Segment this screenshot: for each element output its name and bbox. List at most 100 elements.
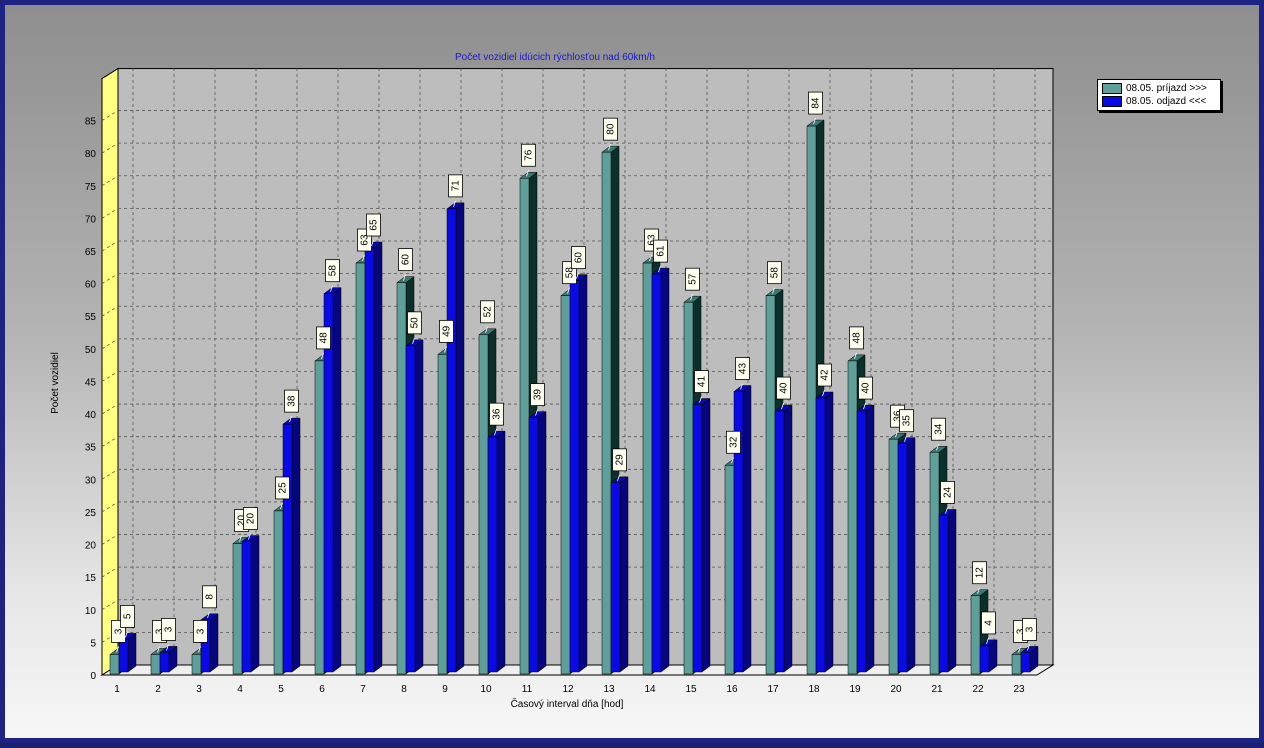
data-label-box (735, 357, 750, 380)
data-label-leader (248, 533, 251, 540)
data-label: 39 (533, 389, 544, 401)
data-label-box (858, 376, 873, 400)
data-label: 8 (205, 594, 216, 600)
data-label-leader (412, 337, 415, 344)
data-label-box (325, 259, 340, 283)
data-label-box (366, 213, 381, 237)
data-label-leader (936, 444, 939, 451)
data-label: 40 (861, 382, 872, 394)
data-label-box (120, 604, 135, 628)
y-tick-label: 40 (85, 410, 97, 421)
data-label: 35 (902, 415, 913, 427)
bar-odjazd-side (947, 508, 957, 673)
data-label: 36 (893, 410, 904, 422)
data-label-leader (280, 502, 283, 510)
y-tick-label: 30 (85, 475, 97, 486)
bar-odjazd-side (824, 391, 834, 673)
data-label-box (612, 448, 627, 472)
bar-prijazd (273, 510, 284, 675)
x-tick-label: 16 (726, 684, 738, 695)
y-tick-label: 0 (90, 671, 96, 682)
data-label-leader (690, 294, 693, 301)
data-label-leader (444, 346, 447, 353)
y-tick-label: 85 (85, 117, 97, 128)
data-label: 38 (287, 395, 298, 407)
data-label-leader (403, 274, 406, 281)
data-label: 48 (852, 332, 863, 344)
x-tick-label: 9 (442, 684, 448, 695)
bar-odjazd (774, 410, 785, 673)
data-label-leader (977, 587, 980, 594)
bar-odjazd-side (742, 385, 752, 673)
legend-item-odjazd: 08.05. odjazd <<< (1102, 95, 1206, 108)
data-label-box (571, 246, 586, 270)
bar-odjazd (364, 247, 375, 673)
bar-odjazd-side (414, 339, 424, 673)
bar-odjazd (200, 619, 211, 673)
data-label-leader (1018, 646, 1021, 653)
bar-odjazd (651, 273, 662, 673)
data-label-leader (740, 383, 743, 390)
x-tick-label: 6 (319, 684, 325, 695)
x-tick-label: 21 (931, 684, 943, 695)
data-label: 43 (738, 363, 749, 375)
data-label-box (808, 91, 823, 115)
data-label-leader (649, 254, 652, 262)
data-label-box (161, 618, 176, 641)
bar-odjazd (159, 652, 170, 673)
data-label-leader (371, 239, 374, 247)
bar-odjazd (446, 208, 457, 673)
x-tick-label: 14 (644, 684, 656, 695)
bar-prijazd (314, 360, 325, 675)
data-label-box (694, 370, 709, 393)
data-label: 3 (164, 626, 175, 632)
data-label: 58 (328, 265, 339, 277)
y-tick-label: 35 (85, 443, 97, 454)
data-label-box (521, 143, 536, 167)
data-label: 58 (565, 267, 576, 279)
bar-odjazd (282, 423, 293, 673)
data-label-box (448, 174, 463, 198)
data-label: 60 (574, 252, 585, 264)
data-label-box (530, 383, 545, 407)
data-label-leader (330, 285, 333, 292)
bar-prijazd (806, 125, 817, 675)
bar-prijazd (150, 654, 161, 675)
data-label-box (653, 239, 668, 263)
y-tick-label: 10 (85, 606, 97, 617)
data-label-box (899, 409, 914, 433)
bar-odjazd-side (496, 430, 506, 673)
bar-odjazd-side (455, 202, 465, 673)
data-label: 61 (656, 245, 667, 257)
data-label: 48 (319, 332, 330, 344)
data-label-box (243, 507, 258, 530)
data-label: 29 (615, 454, 626, 466)
bar-prijazd (355, 262, 366, 675)
legend-swatch-prijazd (1102, 82, 1122, 94)
data-label: 40 (779, 382, 790, 394)
data-label-leader (239, 535, 242, 542)
legend: 08.05. príjazd >>> 08.05. odjazd <<< (1097, 79, 1221, 111)
x-tick-label: 20 (890, 684, 902, 695)
bar-prijazd (519, 178, 530, 675)
bar-odjazd (733, 391, 744, 673)
bar-prijazd (847, 360, 858, 675)
x-axis-title: Časový interval dňa [hod] (511, 697, 624, 710)
x-tick-label: 7 (360, 684, 366, 695)
x-axis-ticks: 1 2 3 4 5 6 7 8 9 10 11 12 13 14 15 16 17 18 19 20 21 22 23 (114, 684, 1025, 695)
data-label-box (316, 326, 331, 350)
bar-odjazd (610, 482, 621, 673)
data-label-box (202, 585, 217, 609)
x-tick-label: 17 (767, 684, 779, 695)
data-label-box (849, 326, 864, 350)
x-tick-label: 2 (155, 684, 161, 695)
data-label: 3 (155, 628, 166, 634)
data-label: 52 (483, 306, 494, 318)
bar-prijazd (724, 465, 735, 675)
bar-odjazd (692, 404, 703, 673)
bar-prijazd (642, 262, 653, 675)
data-label-leader (362, 254, 365, 262)
bar-odjazd (487, 436, 498, 673)
data-label-leader (699, 396, 702, 403)
